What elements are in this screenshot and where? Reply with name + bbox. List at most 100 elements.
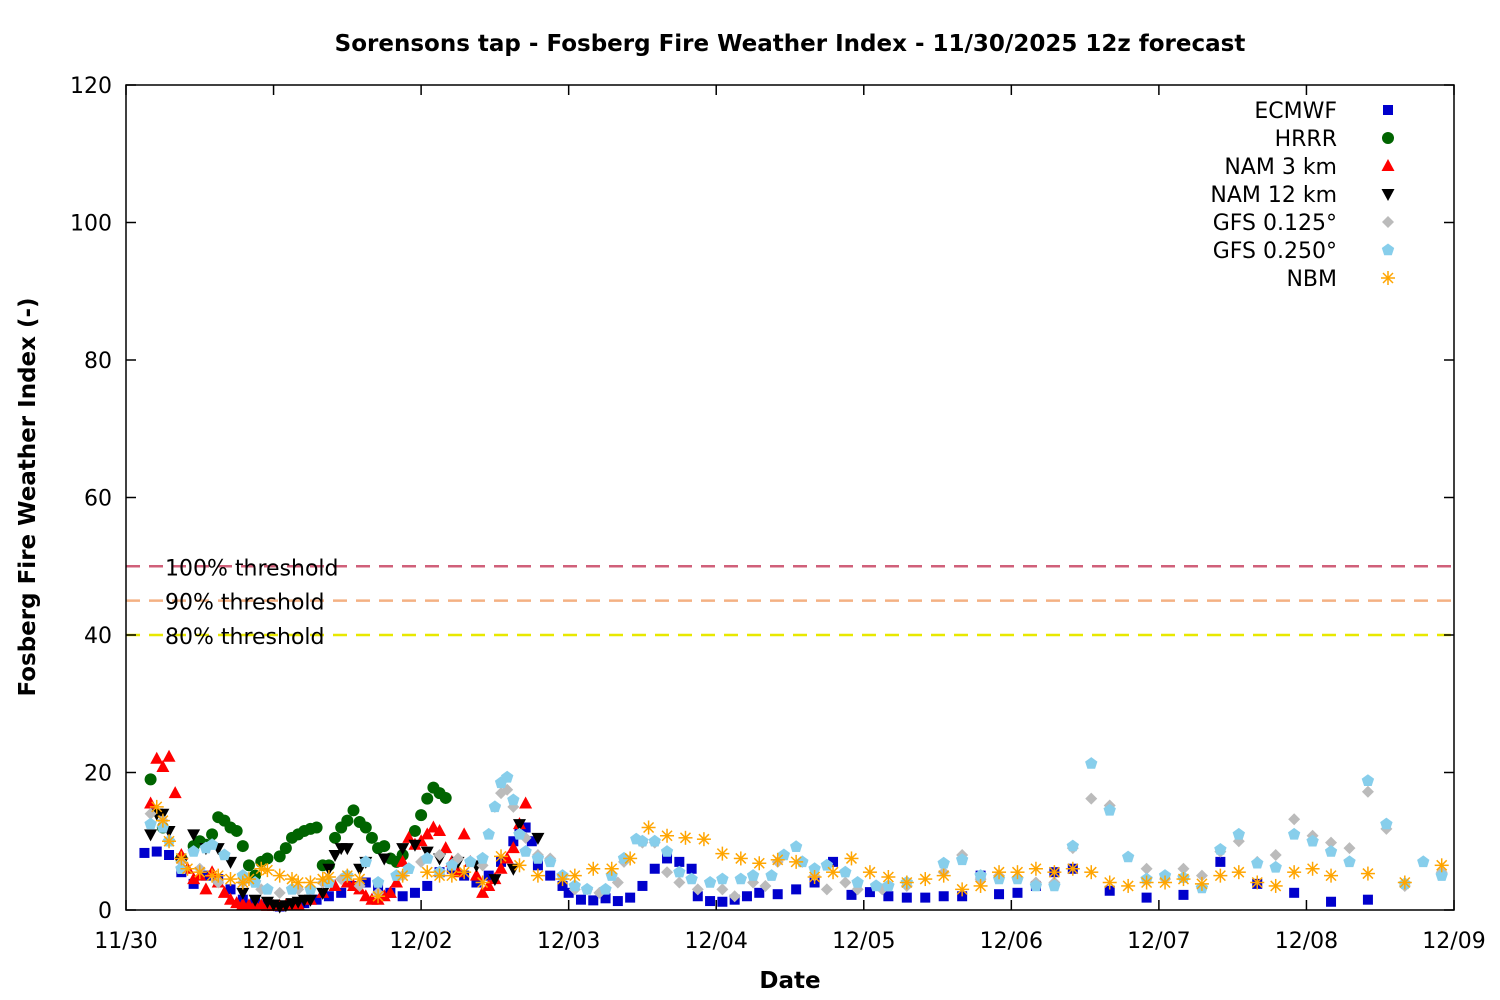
nbm-asterisk-marker (1084, 865, 1099, 880)
nbm-asterisk-marker (881, 870, 896, 884)
asterisk-stroke (1362, 868, 1374, 880)
asterisk-stroke (224, 873, 237, 885)
gfs125-diamond-marker (839, 876, 852, 889)
hrrr-circle-marker (230, 824, 243, 837)
asterisk-stroke (157, 815, 169, 827)
gfs125-diamond-marker (1177, 862, 1190, 875)
threshold-label: 100% threshold (165, 556, 339, 581)
gfs250-pentagon-marker (599, 882, 612, 895)
gfs250-pentagon-marker (956, 853, 969, 866)
x-axis-label: Date (759, 968, 820, 994)
nbm-asterisk-marker (715, 846, 730, 861)
asterisk-stroke (194, 866, 206, 878)
asterisk-stroke (341, 870, 353, 882)
nbm-asterisk-marker (696, 832, 711, 847)
nam12-triangle-marker (236, 887, 250, 900)
x-tick-label: 12/09 (1422, 929, 1485, 954)
nbm-asterisk-marker (155, 813, 170, 828)
nam12-triangle-marker (144, 829, 158, 842)
nam3-triangle-marker (482, 878, 496, 891)
gfs125-diamond-marker (728, 890, 741, 903)
asterisk-stroke (255, 863, 267, 875)
legend-label: NBM (1286, 267, 1337, 292)
nam12-triangle-marker (488, 874, 502, 887)
x-tick-label: 11/30 (94, 929, 157, 954)
hrrr-circle-marker (261, 852, 274, 865)
y-tick-label: 100 (70, 212, 112, 237)
asterisk-stroke (864, 866, 876, 878)
asterisk-stroke (624, 852, 636, 864)
hrrr-circle-marker (144, 773, 157, 786)
nbm-asterisk-marker (660, 828, 675, 843)
asterisk-stroke (569, 870, 581, 882)
ecmwf-square-marker (139, 847, 150, 858)
asterisk-stroke (151, 801, 163, 813)
nam3-triangle-marker (500, 851, 514, 864)
asterisk-stroke (735, 852, 747, 864)
ecmwf-square-marker (575, 894, 586, 905)
gfs125-diamond-marker (1325, 836, 1338, 849)
hrrr-circle-marker (421, 792, 434, 805)
series-nbm (149, 799, 1449, 904)
nbm-asterisk-marker (371, 889, 386, 904)
gfs250-pentagon-marker (1103, 803, 1116, 816)
nbm-asterisk-marker (180, 861, 195, 876)
asterisk-stroke (1382, 272, 1394, 284)
asterisk-stroke (845, 852, 858, 864)
ecmwf-square-marker (563, 887, 574, 898)
ecmwf-square-marker (791, 884, 802, 895)
nbm-asterisk-marker (1397, 875, 1412, 890)
ecmwf-square-marker (483, 870, 494, 881)
threshold-label: 90% threshold (165, 591, 325, 616)
nbm-asterisk-marker (1305, 861, 1320, 876)
asterisk-stroke (243, 873, 255, 885)
nbm-asterisk-marker (826, 865, 841, 880)
hrrr-circle-marker (439, 791, 452, 804)
y-tick-label: 80 (84, 349, 112, 374)
nbm-asterisk-marker (162, 834, 177, 849)
nbm-asterisk-marker (1010, 865, 1025, 880)
gfs250-pentagon-marker (685, 872, 698, 885)
legend-label: HRRR (1275, 127, 1337, 152)
ecmwf-square-marker (649, 863, 660, 874)
gfs250-pentagon-marker (501, 770, 514, 783)
legend-item: NBM (1286, 267, 1395, 292)
gfs250-pentagon-marker (851, 876, 864, 888)
legend-item: ECMWF (1254, 99, 1393, 124)
asterisk-stroke (181, 863, 194, 875)
gfs125-diamond-marker (716, 883, 729, 896)
hrrr-circle-marker (329, 831, 342, 844)
asterisk-stroke (1288, 866, 1300, 878)
asterisk-stroke (1030, 863, 1042, 875)
gfs250-pentagon-marker (236, 869, 249, 881)
nam12-triangle-marker (531, 832, 545, 845)
gfs250-pentagon-marker (513, 827, 526, 840)
hrrr-circle-marker (273, 850, 286, 863)
hrrr-circle-marker (408, 824, 421, 837)
hrrr-circle-marker (310, 821, 323, 834)
nam3-triangle-marker (519, 796, 533, 809)
nbm-asterisk-marker (1231, 865, 1246, 880)
nbm-asterisk-marker (936, 868, 951, 883)
ecmwf-square-marker (674, 856, 685, 867)
asterisk-stroke (1159, 876, 1171, 889)
ecmwf-square-marker (600, 893, 611, 904)
nbm-asterisk-marker (586, 861, 601, 876)
gfs125-diamond-marker (1343, 842, 1356, 855)
asterisk-stroke (477, 876, 489, 889)
nbm-asterisk-marker (1360, 866, 1375, 881)
nbm-asterisk-marker (1102, 875, 1117, 890)
ecmwf-square-marker (994, 889, 1005, 900)
ecmwf-square-marker (846, 889, 857, 900)
nbm-asterisk-marker (992, 865, 1007, 880)
nam3-triangle-marker (162, 749, 176, 762)
gfs250-pentagon-marker (790, 840, 803, 852)
x-tick-label: 12/05 (832, 929, 895, 954)
asterisk-stroke (1214, 870, 1226, 882)
threshold-label: 80% threshold (165, 625, 325, 650)
asterisk-stroke (661, 830, 673, 842)
nbm-asterisk-marker (211, 868, 226, 883)
ecmwf-square-marker (741, 891, 752, 902)
threshold-lines: 100% threshold 90% threshold 80% threshold (126, 556, 1454, 650)
y-tick-label: 120 (70, 74, 112, 99)
